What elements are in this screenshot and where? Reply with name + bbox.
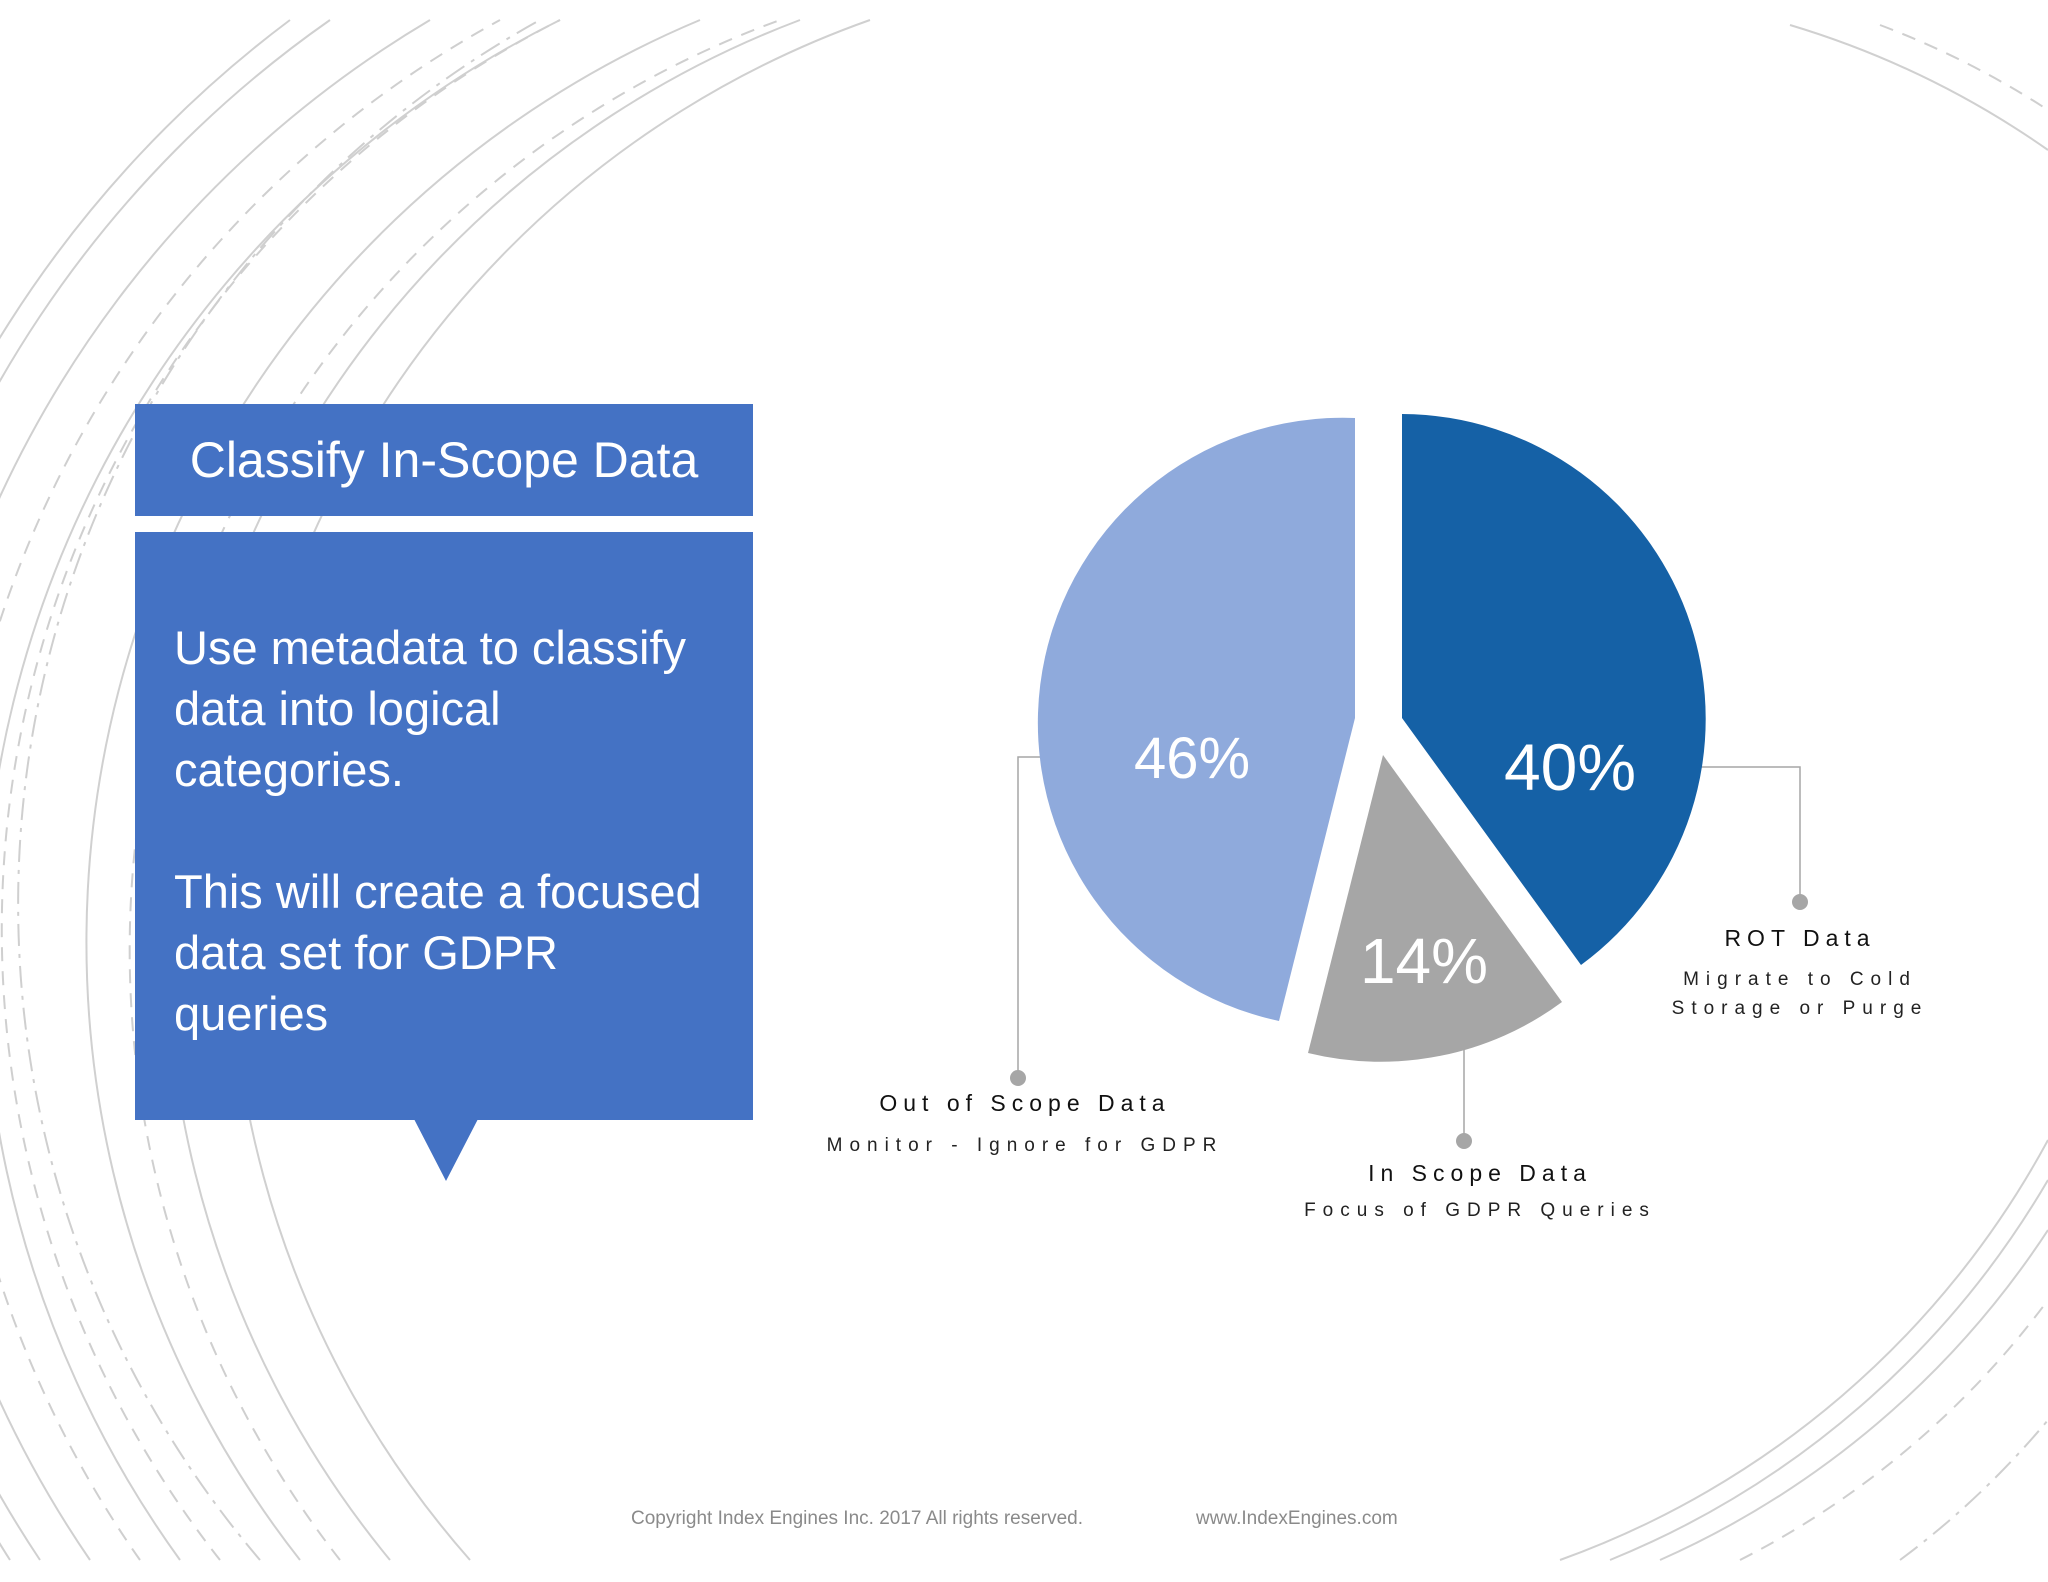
slide-body-callout: Use metadata to classify data into logic… (135, 532, 753, 1120)
pie-slice-in-scope (1308, 755, 1562, 1062)
rot-label-title: ROT Data (1724, 925, 1876, 951)
callout-tail (414, 1119, 478, 1181)
in-scope-label-sub: Focus of GDPR Queries (1304, 1200, 1656, 1221)
pie-slice-out-of-scope (1037, 417, 1355, 1021)
body-paragraph-2: This will create a focused data set for … (174, 865, 702, 1040)
leader-dot-rot (1792, 894, 1808, 910)
pie-slice-rot (1402, 414, 1706, 965)
slide-title: Classify In-Scope Data (189, 432, 699, 488)
body-paragraph-1: Use metadata to classify data into logic… (174, 621, 686, 796)
out-of-scope-label-sub: Monitor - Ignore for GDPR (826, 1135, 1224, 1156)
rot-label-sub-2: Storage or Purge (1671, 998, 1929, 1019)
footer-website-link[interactable]: www.IndexEngines.com (1196, 1508, 1398, 1529)
leader-line-rot (1675, 766, 1801, 902)
leader-dot-out-of-scope (1010, 1070, 1026, 1086)
pie-label-in-scope: 14% (1360, 925, 1488, 997)
pie-label-rot: 40% (1504, 730, 1636, 804)
footer-copyright: Copyright Index Engines Inc. 2017 All ri… (631, 1508, 1084, 1529)
slide-title-box: Classify In-Scope Data (135, 404, 753, 516)
rot-label-sub-1: Migrate to Cold (1683, 969, 1917, 990)
out-of-scope-label-title: Out of Scope Data (879, 1090, 1171, 1116)
in-scope-label-title: In Scope Data (1368, 1160, 1592, 1186)
pie-label-out-of-scope: 46% (1134, 726, 1250, 791)
leader-dot-in-scope (1456, 1133, 1472, 1149)
